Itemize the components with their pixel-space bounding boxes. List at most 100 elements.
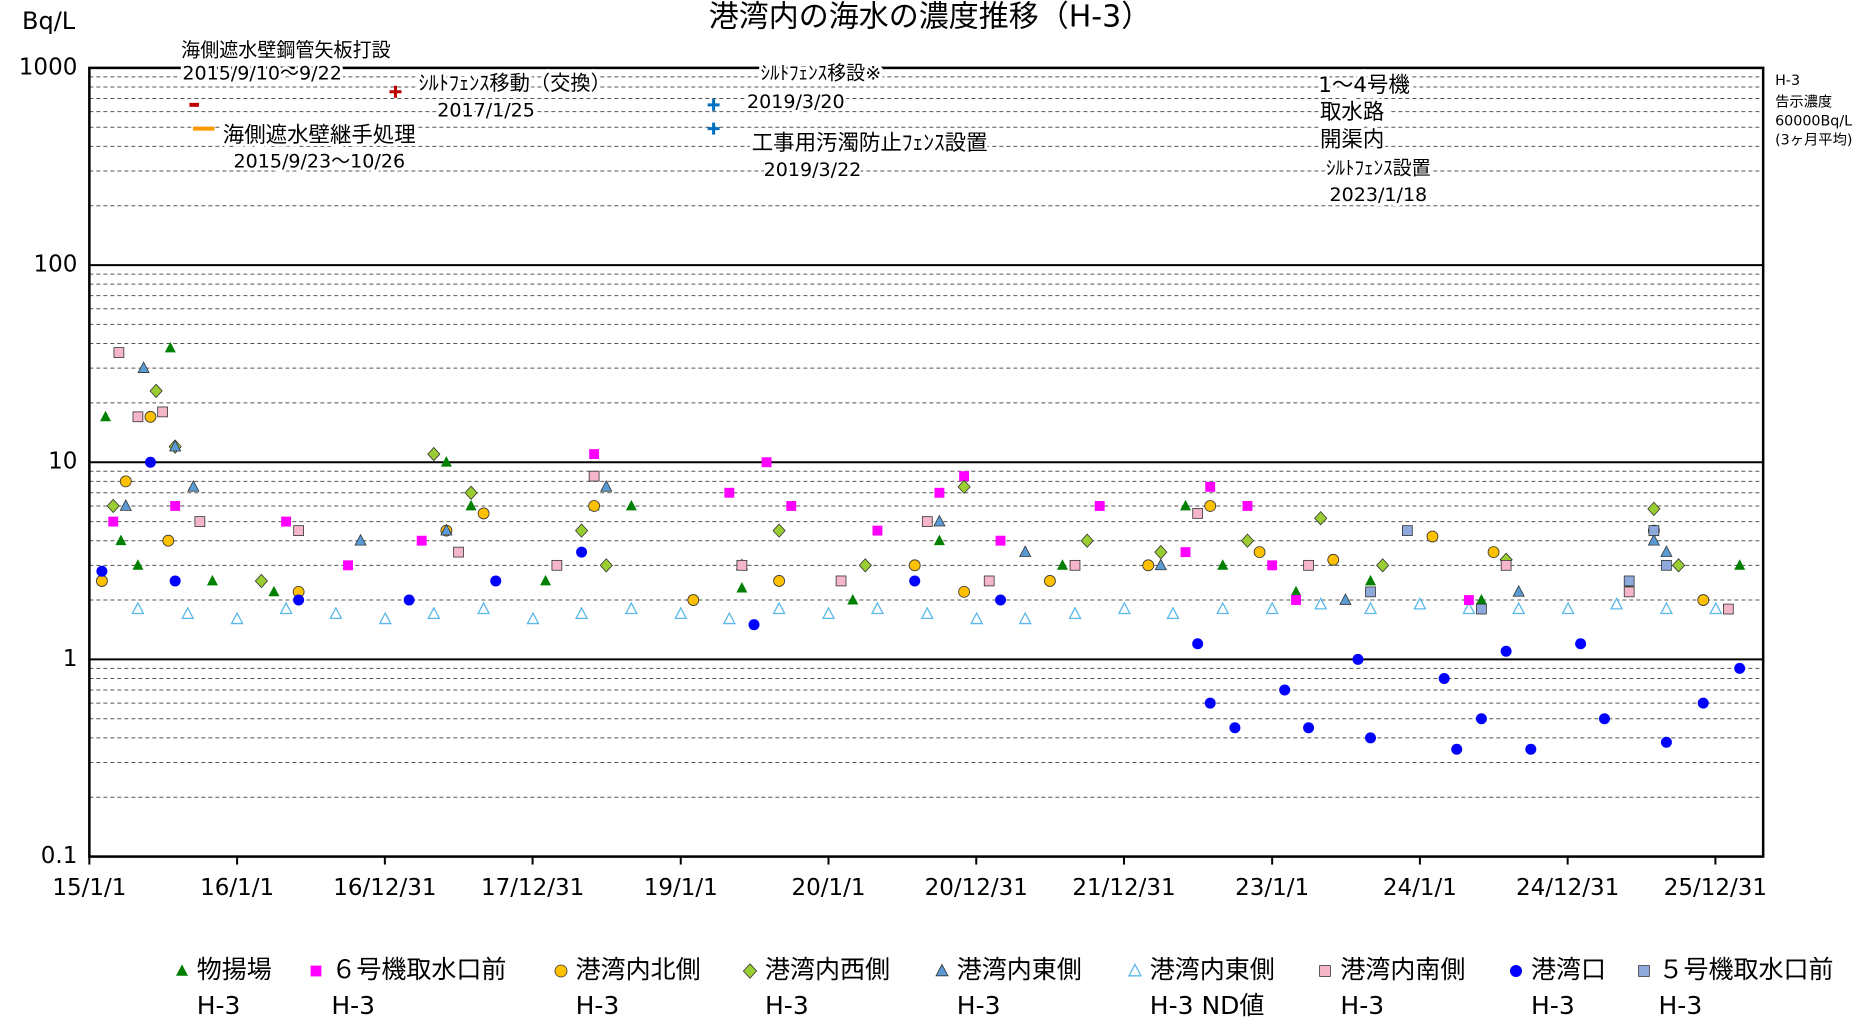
marker — [1510, 965, 1523, 977]
annotation: 2015/9/23～10/26 — [233, 151, 405, 173]
marker — [1402, 525, 1413, 536]
marker — [1044, 575, 1056, 587]
marker — [1319, 965, 1332, 977]
chart: 港湾内の海水の濃度推移（H-3） Bq/L 0.1 1 10 100 1000 15/1/… — [18, 0, 1853, 902]
annotation: 2015/9/10～9/22 — [182, 62, 341, 84]
marker — [835, 575, 847, 587]
marker — [772, 523, 786, 538]
marker — [310, 965, 322, 977]
marker — [589, 449, 600, 460]
marker — [1267, 560, 1278, 571]
marker — [1659, 601, 1673, 615]
marker — [1475, 713, 1487, 725]
marker — [490, 575, 502, 587]
marker — [1734, 559, 1746, 570]
event-marker — [389, 85, 402, 98]
x-tick-label: 21/12/31 — [1072, 875, 1175, 901]
marker — [920, 606, 934, 620]
marker — [1127, 963, 1142, 977]
marker — [687, 594, 700, 606]
marker — [1487, 546, 1500, 559]
marker — [1512, 584, 1525, 597]
marker — [1069, 559, 1081, 571]
marker — [1339, 593, 1352, 605]
marker — [440, 456, 452, 467]
marker — [858, 558, 872, 573]
marker — [157, 406, 168, 418]
marker — [772, 601, 786, 615]
marker — [144, 456, 156, 468]
marker — [187, 479, 200, 492]
legend-label: 港湾口 H-3 — [1531, 955, 1607, 1020]
marker — [108, 516, 119, 527]
x-tick-label: 24/12/31 — [1516, 875, 1619, 901]
x-tick-label: 25/12/31 — [1664, 875, 1767, 901]
legend-label: 港湾内南側 H-3 — [1340, 955, 1466, 1020]
marker — [137, 361, 150, 373]
marker — [1291, 595, 1301, 605]
marker — [921, 516, 933, 527]
marker — [1500, 559, 1512, 571]
marker — [115, 534, 127, 546]
legend-label: ５号機取水口前 H-3 — [1658, 955, 1834, 1020]
marker — [144, 410, 157, 423]
y-axis-label: Bq/L — [22, 7, 76, 35]
legend-label: 港湾内北側 H-3 — [575, 955, 701, 1020]
marker — [957, 479, 971, 495]
marker — [1142, 559, 1155, 572]
marker — [1365, 574, 1377, 586]
marker — [1314, 511, 1328, 526]
marker — [722, 611, 736, 625]
marker — [786, 501, 797, 511]
marker — [1365, 732, 1377, 744]
marker — [1734, 662, 1746, 674]
legend-icon — [554, 964, 567, 978]
marker — [329, 606, 343, 620]
legend-icon — [1127, 963, 1142, 977]
marker — [588, 500, 601, 512]
annotation: 取水路 — [1320, 100, 1384, 125]
marker — [1352, 653, 1364, 665]
marker — [1217, 559, 1229, 570]
marker — [995, 535, 1006, 546]
marker — [427, 446, 441, 462]
annotation: ｼﾙﾄﾌｪﾝｽ設置 — [1326, 158, 1431, 180]
marker — [343, 560, 353, 571]
marker — [1709, 601, 1723, 615]
x-tick-label: 24/1/1 — [1383, 875, 1457, 901]
marker — [1204, 500, 1217, 512]
legend-item: 港湾内北側 H-3 — [552, 952, 701, 1024]
marker — [540, 574, 552, 586]
marker — [674, 606, 688, 620]
legend-icon — [1510, 965, 1523, 977]
y-tick-label: 0.1 — [41, 843, 78, 869]
marker — [1610, 596, 1624, 610]
marker — [958, 585, 971, 598]
marker — [1661, 559, 1672, 571]
marker — [403, 594, 415, 606]
marker — [1019, 545, 1032, 557]
marker — [169, 439, 182, 452]
annotation: 2017/1/25 — [437, 99, 535, 121]
marker — [1365, 586, 1376, 598]
marker — [773, 575, 786, 587]
marker — [821, 606, 836, 620]
marker — [551, 559, 563, 571]
marker — [1648, 525, 1660, 536]
legend-label: 港湾内東側 H-3 — [956, 955, 1082, 1020]
legend-item: ５号機取水口前 H-3 — [1635, 952, 1834, 1024]
marker — [1697, 697, 1709, 709]
chart-title: 港湾内の海水の濃度推移（H-3） — [709, 0, 1151, 35]
marker — [1376, 558, 1390, 573]
marker — [1166, 606, 1180, 620]
legend-item: ６号機取水口前 H-3 — [307, 952, 506, 1024]
marker — [1451, 743, 1463, 755]
x-tick-label: 20/12/31 — [925, 875, 1028, 901]
marker — [1598, 713, 1610, 725]
marker — [181, 606, 195, 620]
marker — [1426, 530, 1439, 543]
marker — [1512, 601, 1526, 615]
marker — [742, 963, 758, 979]
annotation: 工事用汚濁防止ﾌｪﾝｽ設置 — [752, 131, 988, 156]
